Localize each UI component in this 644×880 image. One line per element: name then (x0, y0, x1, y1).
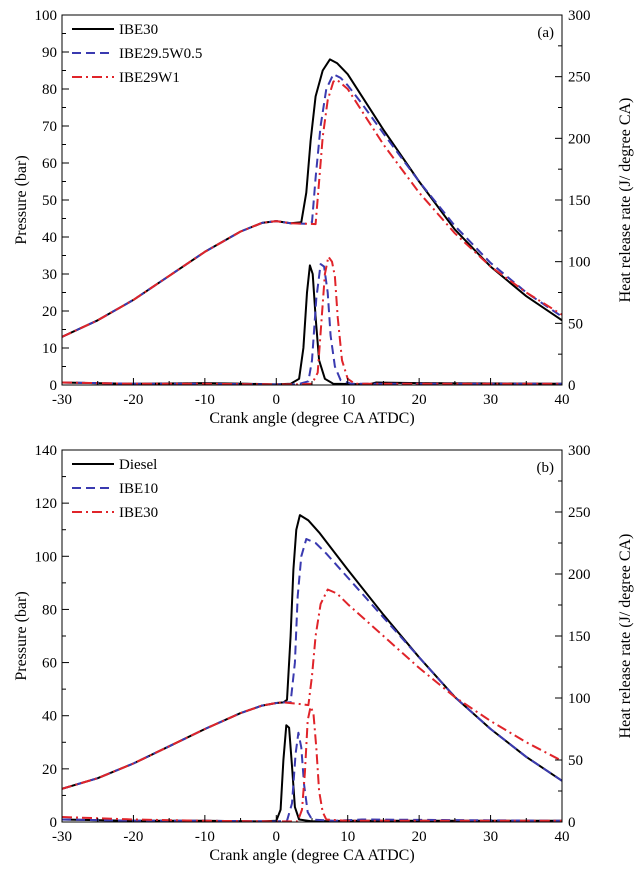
panel-b-right-axis-label: Heat release rate (J/ degree CA) (617, 534, 634, 739)
panel-a-tick-labels: -30 -20 -10 0 10 20 30 400102030405060708090100… (35, 8, 591, 408)
y-tick-label: 120 (35, 496, 58, 512)
y-tick-label: 140 (35, 443, 58, 459)
legend-b-label-2: IBE30 (119, 505, 158, 521)
heat-release-curve-1 (62, 263, 562, 385)
y-tick-label: 60 (42, 656, 57, 672)
legend-a-label-0: IBE30 (119, 22, 158, 38)
panel-b-curves (62, 514, 562, 822)
y-tick-label: 70 (42, 119, 57, 135)
panel-a-y-axis-label: Pressure (bar) (13, 155, 30, 244)
right-y-tick-label: 150 (568, 629, 591, 645)
y-tick-label: 0 (50, 378, 58, 394)
y-tick-label: 40 (42, 230, 57, 246)
legend-a-label-1: IBE29.5W0.5 (119, 46, 202, 62)
panel-b-tick-labels: -30 -20 -10 0 10 20 30 400204060801001201400501… (35, 443, 591, 845)
pressure-curve-2 (62, 78, 562, 338)
y-tick-label: 20 (42, 304, 57, 320)
panel-b: -30 -20 -10 0 10 20 30 400204060801001201400501… (13, 443, 634, 864)
legend-b-label-0: Diesel (119, 457, 157, 473)
x-tick-label: 30 (483, 829, 498, 845)
legend-a-label-2: IBE29W1 (119, 70, 180, 86)
pressure-curve-2 (62, 588, 562, 790)
panel-b-x-axis-label: Crank angle (degree CA ATDC) (209, 847, 414, 864)
right-y-tick-label: 50 (568, 753, 583, 769)
panel-a: -30 -20 -10 0 10 20 30 400102030405060708090100… (13, 8, 634, 427)
x-tick-label: -20 (123, 829, 143, 845)
heat-release-curve-1 (62, 731, 562, 822)
pressure-curve-0 (62, 514, 562, 790)
panel-b-y-axis-label: Pressure (bar) (13, 591, 30, 680)
heat-release-curve-0 (62, 264, 562, 385)
y-tick-label: 80 (42, 602, 57, 618)
pressure-curve-1 (62, 538, 562, 790)
right-y-tick-label: 100 (568, 691, 591, 707)
heat-release-curve-2 (62, 255, 562, 385)
panel-a-tag: (a) (537, 25, 554, 41)
y-tick-label: 60 (42, 156, 57, 172)
right-y-tick-label: 200 (568, 567, 591, 583)
y-tick-label: 90 (42, 45, 57, 61)
right-y-tick-label: 100 (568, 255, 591, 271)
x-tick-label: -30 (52, 392, 72, 408)
y-tick-label: 100 (35, 8, 58, 24)
panel-a-curves (62, 58, 562, 385)
panel-b-legend: Diesel IBE10 IBE30 (72, 457, 158, 521)
panel-a-ticks (61, 14, 563, 386)
heat-release-curve-0 (62, 724, 562, 822)
y-tick-label: 80 (42, 82, 57, 98)
x-tick-label: 20 (412, 392, 427, 408)
y-tick-label: 40 (42, 709, 57, 725)
right-y-tick-label: 0 (568, 378, 576, 394)
pressure-curve-0 (62, 58, 562, 338)
right-y-tick-label: 300 (568, 443, 591, 459)
x-tick-label: 0 (273, 392, 281, 408)
x-tick-label: -10 (195, 392, 215, 408)
panel-a-legend: IBE30 IBE29.5W0.5 IBE29W1 (72, 22, 202, 86)
right-y-tick-label: 300 (568, 8, 591, 24)
panel-a-x-axis-label: Crank angle (degree CA ATDC) (209, 410, 414, 427)
heat-release-curve-2 (62, 705, 562, 822)
right-y-tick-label: 0 (568, 815, 576, 831)
x-tick-label: -20 (123, 392, 143, 408)
y-tick-label: 30 (42, 267, 57, 283)
x-tick-label: 10 (340, 392, 355, 408)
x-tick-label: 40 (555, 392, 570, 408)
right-y-tick-label: 250 (568, 70, 591, 86)
x-tick-label: -10 (195, 829, 215, 845)
right-y-tick-label: 150 (568, 193, 591, 209)
x-tick-label: 40 (555, 829, 570, 845)
x-tick-label: 20 (412, 829, 427, 845)
x-tick-label: 0 (273, 829, 281, 845)
right-y-tick-label: 250 (568, 505, 591, 521)
panel-b-ticks (61, 449, 563, 823)
y-tick-label: 0 (50, 815, 58, 831)
x-tick-label: 30 (483, 392, 498, 408)
panel-b-tag: (b) (537, 460, 555, 476)
legend-b-label-1: IBE10 (119, 481, 158, 497)
y-tick-label: 50 (42, 193, 57, 209)
panel-a-right-axis-label: Heat release rate (J/ degree CA) (617, 98, 634, 303)
right-y-tick-label: 50 (568, 316, 583, 332)
x-tick-label: 10 (340, 829, 355, 845)
right-y-tick-label: 200 (568, 131, 591, 147)
y-tick-label: 20 (42, 762, 57, 778)
y-tick-label: 10 (42, 341, 57, 357)
y-tick-label: 100 (35, 549, 58, 565)
pressure-curve-1 (62, 73, 562, 338)
x-tick-label: -30 (52, 829, 72, 845)
